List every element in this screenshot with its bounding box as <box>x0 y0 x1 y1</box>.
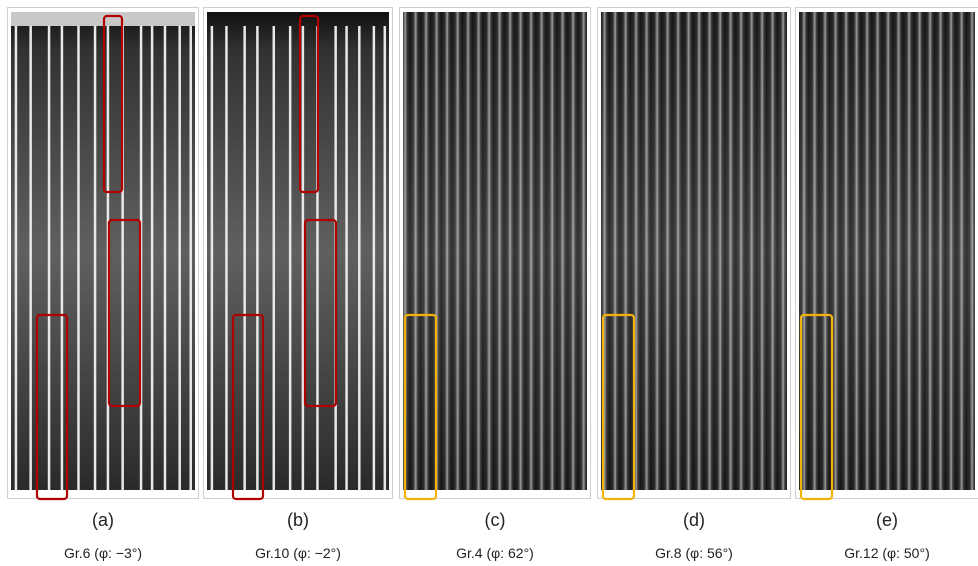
strip-gap <box>243 26 246 490</box>
strip-gap <box>189 26 192 490</box>
strip-gap <box>256 26 259 490</box>
panel-caption: Gr.6 (φ: −3°) <box>64 545 142 561</box>
strip-gap <box>316 26 319 490</box>
strip-gap <box>93 26 97 490</box>
panel-caption: Gr.8 (φ: 56°) <box>655 545 733 561</box>
highlight-box <box>403 313 438 501</box>
highlight-box <box>107 218 142 408</box>
highlight-box <box>298 14 320 194</box>
panel-label: (b) <box>287 510 309 530</box>
photo-glow <box>207 12 389 490</box>
strip-gap <box>225 26 228 490</box>
strip-gap <box>288 26 292 490</box>
strip-gap <box>383 26 387 490</box>
highlight-box <box>601 313 636 501</box>
panel <box>399 7 591 501</box>
strip-gap <box>60 26 64 490</box>
highlight-box <box>303 218 338 408</box>
strip-gap <box>301 26 305 490</box>
strip-gap <box>272 26 276 490</box>
strip-gap <box>121 26 124 490</box>
strip-gap <box>29 26 32 490</box>
panel-caption: Gr.4 (φ: 62°) <box>456 545 534 561</box>
panel <box>203 7 393 501</box>
photo-glow <box>403 12 587 490</box>
panel <box>7 7 199 501</box>
strip-gap <box>77 26 80 490</box>
strip-gap <box>358 26 361 490</box>
strip-gap <box>210 26 214 490</box>
panel-label: (c) <box>485 510 506 530</box>
photo-glow <box>601 12 787 490</box>
highlight-box <box>35 313 69 501</box>
panel-caption: Gr.10 (φ: −2°) <box>255 545 341 561</box>
strip-gap <box>345 26 348 490</box>
highlight-box <box>102 14 124 194</box>
highlight-box <box>231 313 265 501</box>
strip-gap <box>178 26 181 490</box>
strip-gap <box>14 26 18 490</box>
highlight-box <box>799 313 834 501</box>
panel <box>795 7 978 501</box>
strip-gap <box>163 26 167 490</box>
strip-gap <box>372 26 376 490</box>
panel <box>597 7 791 501</box>
panel-label: (d) <box>683 510 705 530</box>
panel-label: (a) <box>92 510 114 530</box>
strip-gap <box>47 26 51 490</box>
panel-caption: Gr.12 (φ: 50°) <box>844 545 929 561</box>
strip-gap <box>150 26 154 490</box>
panel-label: (e) <box>876 510 898 530</box>
photo-glow <box>799 12 975 490</box>
